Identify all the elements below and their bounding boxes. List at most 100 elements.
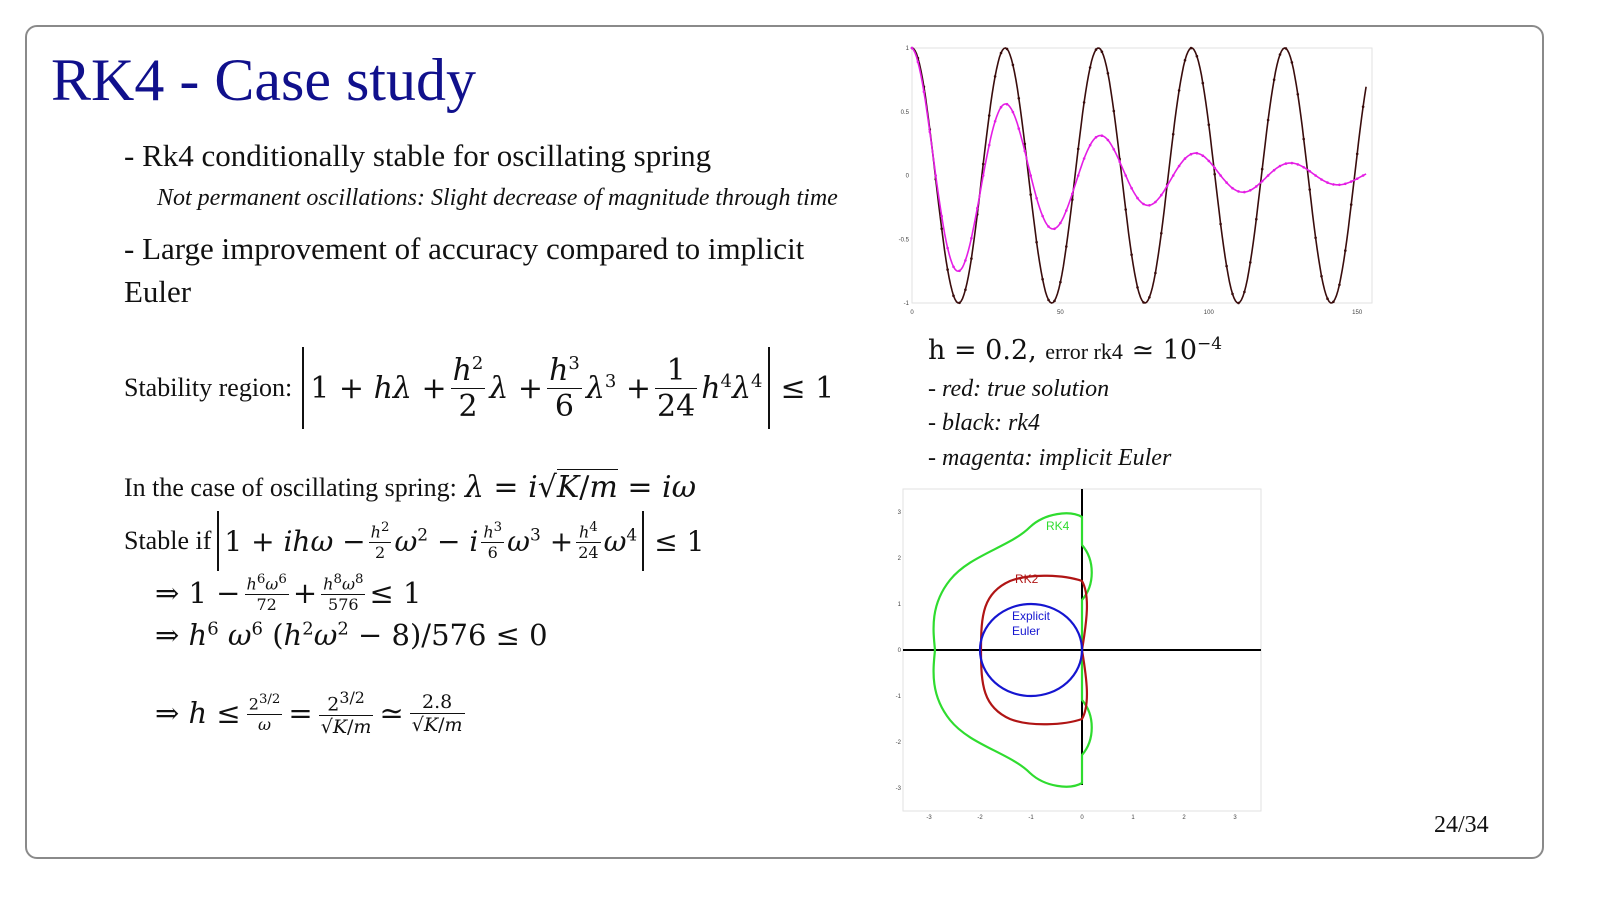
implicit-euler-series-point bbox=[1112, 148, 1116, 151]
rk4-series-point bbox=[1278, 53, 1282, 56]
rk4-series-point bbox=[1332, 300, 1335, 304]
rk4-series-point bbox=[1320, 274, 1323, 278]
rk4-series-point bbox=[1219, 222, 1222, 226]
implicit-euler-series-point bbox=[952, 265, 955, 269]
rk4-series-point bbox=[987, 114, 991, 117]
osc-y-tick-label: 0 bbox=[906, 174, 910, 180]
rk4-series-point bbox=[1201, 81, 1205, 85]
rk4-series-point bbox=[1160, 232, 1163, 235]
implicit-euler-series-point bbox=[1059, 221, 1062, 225]
osc-x-tick-label: 50 bbox=[1057, 310, 1064, 316]
rk4-series-point bbox=[958, 301, 961, 305]
region-x-tick-label: 0 bbox=[1080, 815, 1084, 820]
implicit-euler-series-point bbox=[1344, 182, 1347, 186]
implicit-euler-series-point bbox=[1338, 183, 1341, 187]
implicit-euler-series-line bbox=[911, 47, 1367, 273]
region-x-tick-label: -3 bbox=[926, 815, 932, 820]
implicit-euler-series-point bbox=[1171, 174, 1175, 177]
implicit-euler-series-point bbox=[964, 259, 967, 262]
implicit-euler-series-point bbox=[934, 174, 937, 177]
rk4-series-point bbox=[1023, 142, 1027, 146]
implicit-euler-series-point bbox=[940, 214, 943, 218]
rk4-series-point bbox=[1082, 101, 1086, 104]
implication-2: ⇒ h6 ω6 (h2ω2 − 8)/576 ≤ 0 bbox=[155, 618, 548, 652]
rk4-series-point bbox=[1053, 299, 1056, 303]
implicit-euler-series-point bbox=[987, 143, 991, 147]
implicit-euler-series-point bbox=[1231, 186, 1234, 190]
implicit-euler-series-point bbox=[1213, 166, 1216, 170]
osc-x-tick-label: 0 bbox=[910, 310, 914, 316]
implicit-euler-series-point bbox=[1355, 177, 1359, 180]
legend-black: - black: rk4 bbox=[928, 410, 1040, 436]
rk4-series-point bbox=[1213, 172, 1216, 176]
legend-red: - red: true solution bbox=[928, 376, 1110, 402]
rk4-series-point bbox=[1088, 66, 1092, 69]
region-y-tick-label: 1 bbox=[898, 602, 902, 608]
implicit-euler-series-point bbox=[1332, 183, 1335, 186]
implicit-euler-series-point bbox=[1302, 166, 1305, 169]
implicit-euler-series-point bbox=[1284, 162, 1288, 165]
rk4-series-line bbox=[911, 47, 1367, 304]
implication-3: ⇒ h ≤ 23/2 ω = 23/2 √K/m ≃ 2.8 √K/m bbox=[155, 687, 465, 739]
rk4-series-point bbox=[1112, 109, 1116, 113]
implicit-euler-series-point bbox=[1160, 193, 1163, 197]
rk4-series-point bbox=[1349, 203, 1353, 206]
implicit-euler-series-point bbox=[1082, 157, 1086, 160]
implicit-euler-series-point bbox=[1035, 196, 1038, 200]
rk4-series-point bbox=[1171, 132, 1175, 136]
implicit-euler-series-point bbox=[1225, 181, 1228, 184]
implicit-euler-series-point bbox=[1047, 225, 1050, 228]
stable-if-label: Stable if bbox=[124, 526, 212, 555]
implicit-euler-series-point bbox=[1219, 174, 1222, 177]
legend-magenta: - magenta: implicit Euler bbox=[928, 445, 1172, 471]
region-y-tick-label: -3 bbox=[896, 786, 902, 792]
implicit-euler-series-point bbox=[1249, 189, 1252, 192]
implicit-euler-series-point bbox=[910, 46, 914, 50]
implicit-euler-series-point bbox=[1029, 174, 1032, 177]
rk4-series-point bbox=[1148, 296, 1151, 299]
rk4-series-point bbox=[1059, 280, 1062, 284]
rk4-series-point bbox=[970, 257, 973, 260]
rk4-series-point bbox=[1284, 47, 1288, 50]
rk4-series-point bbox=[940, 227, 943, 230]
rk4-series-point bbox=[1314, 236, 1317, 240]
implicit-euler-series-point bbox=[1290, 161, 1294, 165]
explicit-euler-region-curve bbox=[978, 602, 1084, 698]
implicit-euler-series-point bbox=[1165, 184, 1169, 187]
rk4-series-point bbox=[1183, 58, 1187, 62]
implicit-euler-series-point bbox=[922, 90, 926, 93]
rk4-series-point bbox=[1041, 277, 1044, 281]
implicit-euler-series-point bbox=[1314, 174, 1317, 177]
implicit-euler-series-point bbox=[1148, 204, 1151, 207]
implicit-euler-series-point bbox=[916, 60, 920, 64]
stability-regions-plot: -3 -2 -1 0 1 2 3 3 2 1 0 -1 -2 -3 RK4 RK2 Explicit Eu… bbox=[896, 488, 1262, 820]
rk4-series-point bbox=[981, 162, 985, 166]
case-label: In the case of oscillating spring: bbox=[124, 472, 457, 502]
implicit-euler-series-point bbox=[993, 120, 997, 123]
rk4-series-point bbox=[993, 75, 997, 78]
rk4-series-point bbox=[1142, 301, 1145, 304]
region-y-tick-label: -2 bbox=[896, 740, 902, 746]
rk4-series-point bbox=[1189, 46, 1193, 50]
region-y-tick-label: 3 bbox=[898, 510, 902, 516]
rk4-series-point bbox=[1100, 50, 1104, 53]
implicit-euler-series-point bbox=[1136, 196, 1139, 200]
region-x-tick-label: -2 bbox=[977, 815, 983, 820]
region-x-tick-label: 1 bbox=[1131, 815, 1135, 820]
implicit-euler-series-point bbox=[1189, 152, 1193, 156]
region-x-tick-label: -1 bbox=[1028, 815, 1034, 820]
rk4-series-point bbox=[1124, 208, 1127, 211]
implicit-euler-series-point bbox=[1243, 190, 1246, 194]
rk4-series-point bbox=[1237, 301, 1240, 305]
implicit-euler-series-point bbox=[1100, 134, 1104, 137]
implicit-euler-series-point bbox=[1237, 190, 1240, 193]
implicit-euler-series-point bbox=[1154, 200, 1157, 204]
rk4-series-point bbox=[1296, 93, 1300, 96]
implicit-euler-series-point bbox=[1017, 127, 1021, 130]
rk4-series-point bbox=[1231, 292, 1234, 296]
implicit-euler-series-point bbox=[981, 174, 985, 177]
implicit-euler-series-point bbox=[1195, 151, 1199, 155]
rk4-series-point bbox=[1260, 167, 1264, 171]
implicit-euler-series-point bbox=[1118, 160, 1121, 164]
rk4-series-point bbox=[1290, 61, 1294, 64]
